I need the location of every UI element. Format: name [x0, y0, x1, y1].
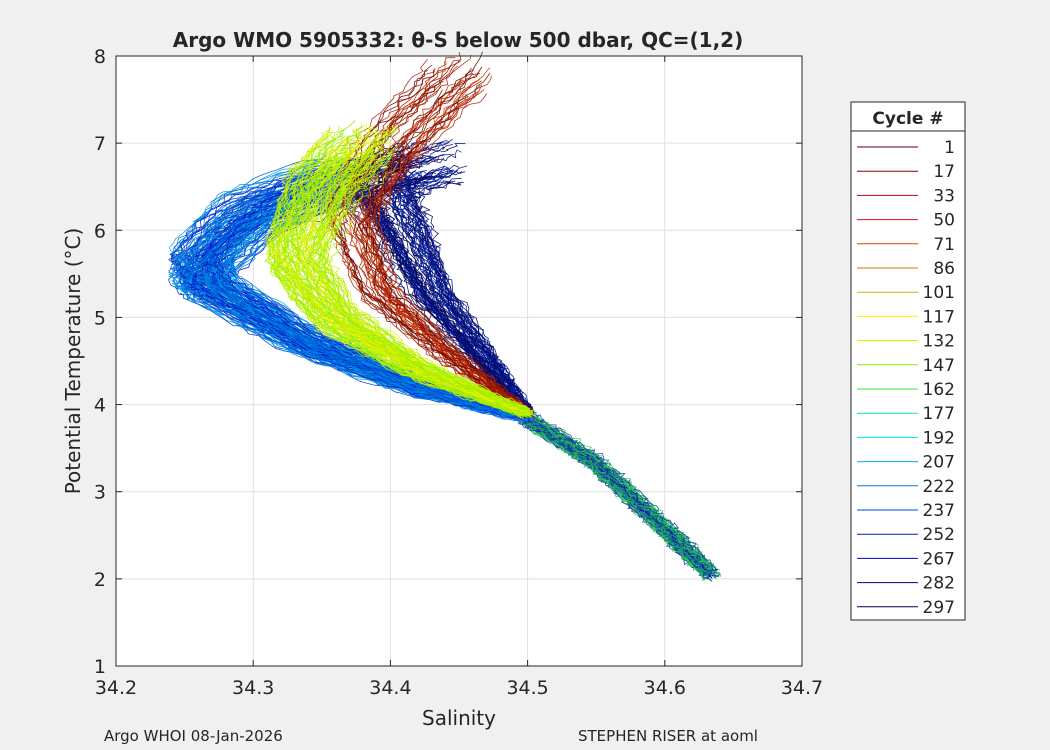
y-tick-label: 6: [94, 220, 106, 242]
legend-label: 101: [923, 283, 955, 303]
legend-label: 71: [933, 235, 955, 255]
profile-line: [357, 95, 529, 417]
profile-line: [329, 64, 527, 415]
x-tick-label: 34.4: [369, 677, 411, 699]
legend-label: 297: [923, 598, 955, 618]
profile-line: [266, 125, 520, 413]
profile-line: [390, 142, 533, 410]
profile-line: [317, 127, 534, 412]
legend-label: 50: [933, 211, 955, 231]
profile-line: [188, 160, 526, 417]
legend-label: 33: [933, 186, 955, 206]
y-tick-label: 3: [94, 482, 106, 504]
legend-title: Cycle #: [872, 109, 943, 129]
profile-line: [326, 69, 526, 415]
plot-frame: [115, 55, 803, 667]
series-lines: [168, 51, 721, 583]
x-tick-label: 34.3: [232, 677, 274, 699]
y-tick-label: 2: [94, 569, 106, 591]
profile-line: [522, 423, 708, 581]
profile-line: [323, 125, 534, 413]
profile-line: [179, 191, 526, 419]
profile-line: [264, 148, 524, 416]
profile-line: [171, 161, 525, 416]
y-tick-label: 4: [94, 395, 106, 417]
legend-label: 117: [923, 307, 955, 327]
y-axis-label: Potential Temperature (°C): [61, 228, 85, 495]
y-tick-label: 1: [94, 656, 106, 678]
profile-line: [365, 68, 535, 412]
profile-line: [168, 197, 519, 421]
profile-line: [524, 415, 712, 574]
profile-line: [306, 134, 532, 412]
legend-label: 207: [923, 453, 955, 473]
legend-label: 192: [923, 428, 955, 448]
profile-line: [317, 146, 536, 415]
profile-line: [210, 167, 529, 416]
profile-line: [521, 414, 709, 573]
axis-ticks: 34.2 34.3 34.4 34.5 34.6 34.7 1 2 3 4 5 6 7 8: [94, 46, 823, 699]
legend-label: 252: [923, 525, 955, 545]
x-tick-label: 34.5: [506, 677, 548, 699]
profile-line: [308, 146, 531, 415]
profile-line: [516, 410, 704, 571]
profile-line: [531, 413, 717, 573]
legend-label: 17: [933, 162, 955, 182]
x-tick-label: 34.6: [644, 677, 686, 699]
profile-line: [284, 136, 525, 411]
profile-line: [383, 154, 529, 414]
profile-line: [276, 159, 525, 416]
profile-line: [367, 72, 531, 412]
y-tick-label: 8: [94, 46, 106, 68]
footer-left: Argo WHOI 08-Jan-2026: [104, 727, 283, 745]
profile-line: [315, 139, 529, 412]
profile-line: [274, 142, 523, 413]
profile-line: [207, 169, 533, 416]
legend-label: 147: [923, 356, 955, 376]
legend-box: [850, 101, 966, 621]
profile-line: [364, 73, 528, 413]
profile-line: [180, 192, 522, 420]
legend-label: 267: [923, 549, 955, 569]
profile-line: [326, 69, 524, 416]
profile-line: [353, 52, 531, 412]
x-tick-label: 34.2: [95, 677, 137, 699]
profile-line: [173, 158, 523, 416]
profile-line: [298, 126, 528, 413]
chart-title: Argo WMO 5905332: θ-S below 500 dbar, QC…: [173, 28, 743, 52]
legend-label: 237: [923, 501, 955, 521]
profile-line: [269, 159, 520, 419]
x-tick-label: 34.7: [781, 677, 823, 699]
profile-line: [374, 155, 532, 414]
profile-line: [314, 158, 531, 417]
y-tick-label: 5: [94, 307, 106, 329]
legend-label: 86: [933, 259, 955, 279]
footer-right: STEPHEN RISER at aoml: [578, 727, 758, 745]
profile-line: [533, 418, 719, 578]
profile-line: [344, 59, 524, 412]
profile-line: [522, 422, 709, 580]
profile-line: [316, 150, 530, 413]
profile-line: [273, 161, 522, 419]
legend-label: 132: [923, 332, 955, 352]
profile-line: [373, 67, 529, 414]
legend-label: 177: [923, 404, 955, 424]
legend-entries: 1173350718610111713214716217719220722223…: [857, 138, 955, 618]
y-tick-label: 7: [94, 133, 106, 155]
legend-label: 1: [944, 138, 955, 158]
legend: Cycle # 11733507186101117132147162177192…: [850, 101, 966, 621]
legend-label: 162: [923, 380, 955, 400]
legend-label: 282: [923, 574, 955, 594]
legend-label: 222: [923, 477, 955, 497]
profile-line: [288, 160, 528, 415]
profile-line: [405, 143, 532, 411]
profile-line: [309, 147, 534, 415]
x-axis-label: Salinity: [422, 706, 496, 730]
profile-line: [288, 126, 525, 411]
profile-line: [185, 183, 524, 417]
profile-line: [358, 67, 528, 413]
